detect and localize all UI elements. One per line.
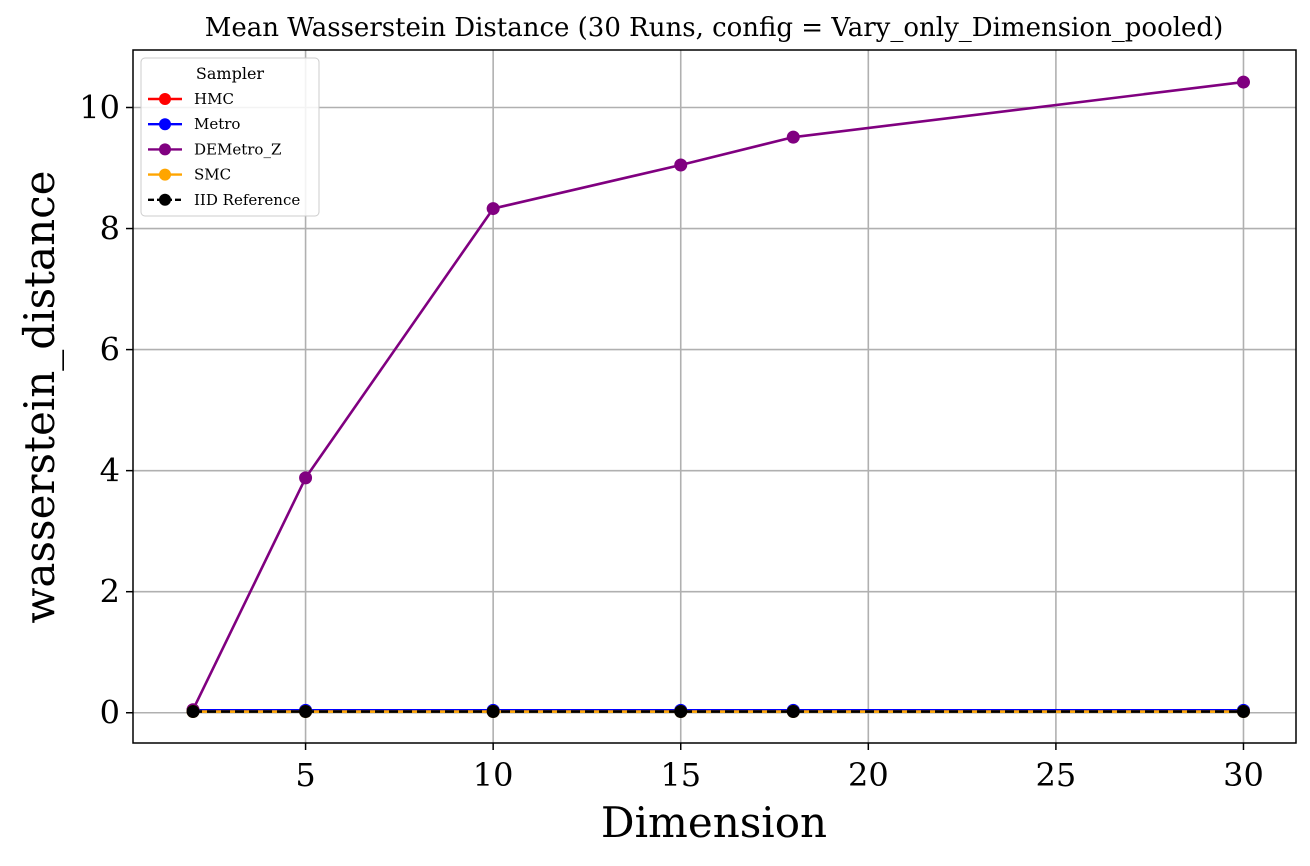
legend-title: Sampler — [196, 64, 265, 83]
axis-ticks: 5 10 15 20 25 30 0 2 4 6 8 10 — [79, 88, 1264, 794]
y-tick-label: 2 — [100, 573, 120, 611]
x-tick-label: 20 — [848, 756, 889, 794]
legend-marker-demetro-z — [159, 143, 171, 156]
legend-entries: HMC Metro DEMetro_Z SMC IID Reference — [148, 90, 300, 209]
y-tick-label: 6 — [100, 331, 120, 369]
plot-series — [186, 75, 1250, 719]
data-point-iid-reference — [1236, 705, 1250, 719]
data-point-demetro-z — [299, 471, 313, 485]
legend-marker-metro — [159, 118, 171, 131]
x-tick-label: 25 — [1036, 756, 1077, 794]
legend-marker-smc — [159, 168, 171, 181]
data-point-iid-reference — [674, 705, 688, 719]
plot-frame — [132, 49, 1297, 744]
legend-label-smc: SMC — [194, 166, 231, 184]
legend-label-demetro-z: DEMetro_Z — [194, 140, 281, 158]
x-tick-label: 10 — [473, 756, 514, 794]
chart-title: Mean Wasserstein Distance (30 Runs, conf… — [205, 13, 1223, 43]
legend-box — [140, 57, 320, 217]
y-axis-label: wasserstein_distance — [15, 170, 64, 623]
x-tick-label: 5 — [295, 756, 315, 794]
legend-marker-hmc — [159, 93, 171, 105]
y-tick-label: 4 — [100, 452, 120, 490]
legend: Sampler HMC Metro DEMetro_Z SMC IID Referenc… — [140, 57, 320, 217]
y-tick-label: 8 — [100, 210, 120, 248]
legend-label-metro: Metro — [194, 115, 240, 133]
y-tick-label: 10 — [79, 88, 120, 126]
data-point-demetro-z — [786, 130, 800, 144]
y-tick-label: 0 — [100, 694, 120, 732]
data-point-iid-reference — [186, 705, 200, 719]
data-point-iid-reference — [786, 705, 800, 719]
series-line-demetro-z — [191, 80, 1244, 711]
series-iid-reference — [186, 705, 1250, 719]
x-tick-label: 30 — [1223, 756, 1264, 794]
legend-marker-iid-reference — [159, 193, 171, 206]
data-point-iid-reference — [486, 705, 500, 719]
legend-label-hmc: HMC — [194, 90, 234, 108]
x-tick-label: 15 — [660, 756, 701, 794]
x-axis-label: Dimension — [601, 798, 827, 847]
legend-label-iid-reference: IID Reference — [194, 191, 300, 209]
data-point-demetro-z — [1236, 75, 1250, 89]
data-point-iid-reference — [299, 705, 313, 719]
data-point-demetro-z — [486, 202, 500, 216]
data-point-demetro-z — [674, 158, 688, 172]
